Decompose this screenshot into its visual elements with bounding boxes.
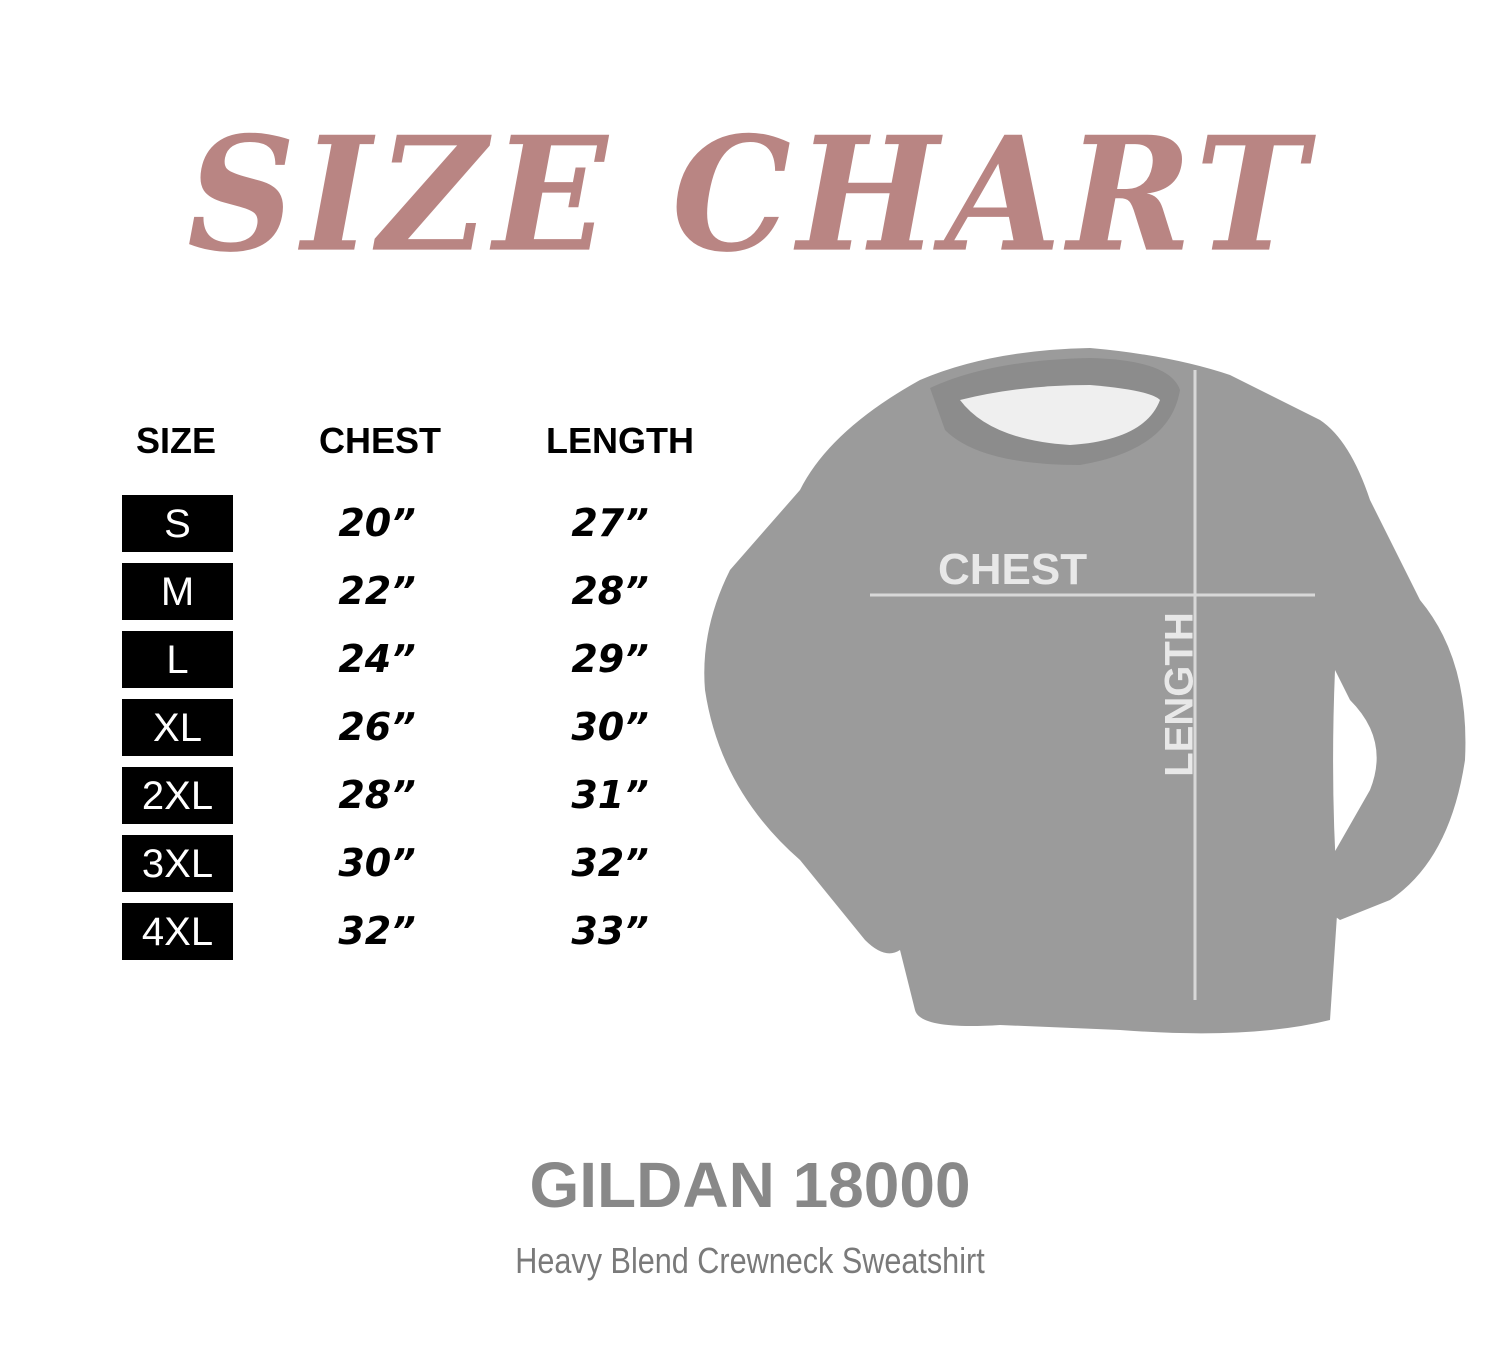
length-value: 28” — [571, 569, 649, 613]
chest-value: 20” — [338, 501, 416, 545]
chest-value: 28” — [338, 773, 416, 817]
length-value: 31” — [571, 773, 649, 817]
collar-inner — [960, 385, 1160, 445]
sweatshirt-image — [704, 348, 1466, 1034]
size-label: 4XL — [122, 903, 233, 960]
length-measure-label: LENGTH — [1157, 612, 1202, 777]
header-chest: CHEST — [318, 420, 441, 461]
size-label: 3XL — [122, 835, 233, 892]
length-value: 29” — [571, 637, 649, 681]
size-label: L — [122, 631, 233, 688]
chest-value: 30” — [338, 841, 416, 885]
page-title: SIZE CHART — [187, 102, 1313, 288]
header-size: SIZE — [135, 420, 216, 461]
chest-value: 22” — [338, 569, 416, 613]
sweatshirt-body — [704, 348, 1466, 1034]
size-label: 2XL — [122, 767, 233, 824]
length-value: 33” — [571, 909, 649, 953]
length-value: 27” — [571, 501, 649, 545]
size-label: XL — [122, 699, 233, 756]
chest-value: 26” — [338, 705, 416, 749]
header-length: LENGTH — [546, 420, 694, 461]
product-description: Heavy Blend Crewneck Sweatshirt — [515, 1240, 985, 1281]
length-value: 30” — [571, 705, 649, 749]
brand-model: GILDAN 18000 — [529, 1149, 971, 1221]
chest-measure-label: CHEST — [938, 545, 1088, 594]
size-label: M — [122, 563, 233, 620]
size-label: S — [122, 495, 233, 552]
chest-value: 32” — [338, 909, 416, 953]
length-value: 32” — [571, 841, 649, 885]
chest-value: 24” — [338, 637, 416, 681]
